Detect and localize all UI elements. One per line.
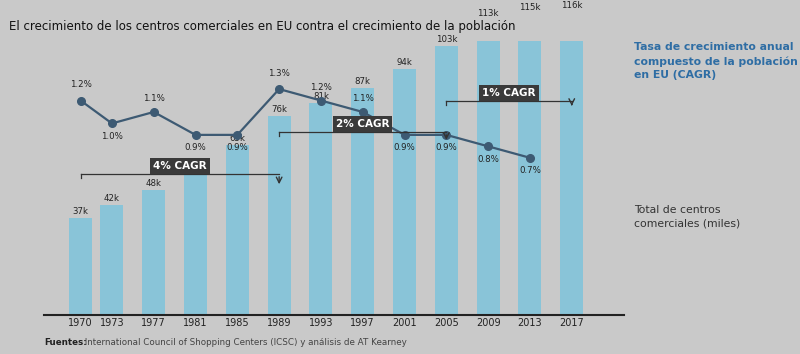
Text: International Council of Shopping Centers (ICSC) y análisis de AT Kearney: International Council of Shopping Center… xyxy=(82,338,407,347)
Bar xyxy=(477,20,500,315)
Bar xyxy=(560,12,583,315)
Text: 115k: 115k xyxy=(519,4,541,12)
Bar xyxy=(184,169,207,315)
Text: 116k: 116k xyxy=(561,1,582,10)
Text: 4% CAGR: 4% CAGR xyxy=(153,161,206,171)
Text: 94k: 94k xyxy=(397,58,413,67)
Bar xyxy=(435,46,458,315)
Bar xyxy=(69,218,92,315)
Text: 65k: 65k xyxy=(230,134,246,143)
Text: 1.1%: 1.1% xyxy=(142,95,165,103)
Text: 56k: 56k xyxy=(187,158,203,167)
Bar xyxy=(268,116,290,315)
Bar xyxy=(310,103,333,315)
Text: 0.8%: 0.8% xyxy=(478,155,499,164)
Text: 76k: 76k xyxy=(271,105,287,114)
Bar xyxy=(142,190,166,315)
Text: 1.1%: 1.1% xyxy=(352,95,374,103)
Text: 2% CAGR: 2% CAGR xyxy=(336,119,390,129)
Text: 113k: 113k xyxy=(478,9,499,18)
Text: 0.9%: 0.9% xyxy=(394,143,415,153)
Text: 42k: 42k xyxy=(104,194,120,203)
Text: 0.9%: 0.9% xyxy=(435,143,458,153)
Text: 0.9%: 0.9% xyxy=(226,143,248,153)
Text: 1.2%: 1.2% xyxy=(310,83,332,92)
Text: 1.0%: 1.0% xyxy=(101,132,123,141)
Text: 1% CAGR: 1% CAGR xyxy=(482,88,536,98)
Text: 103k: 103k xyxy=(435,35,457,44)
Text: 48k: 48k xyxy=(146,178,162,188)
Bar xyxy=(226,145,249,315)
Text: 81k: 81k xyxy=(313,92,329,101)
Bar xyxy=(393,69,416,315)
Text: 37k: 37k xyxy=(73,207,89,216)
Text: 1.2%: 1.2% xyxy=(70,80,91,89)
Text: 87k: 87k xyxy=(354,77,370,86)
Bar xyxy=(101,205,123,315)
Text: El crecimiento de los centros comerciales en EU contra el crecimiento de la pobl: El crecimiento de los centros comerciale… xyxy=(10,20,516,33)
Text: 0.7%: 0.7% xyxy=(519,166,541,175)
Bar xyxy=(518,15,542,315)
Bar xyxy=(351,88,374,315)
Text: Fuentes:: Fuentes: xyxy=(44,338,87,347)
Text: Tasa de crecimiento anual
compuesto de la población
en EU (CAGR): Tasa de crecimiento anual compuesto de l… xyxy=(634,42,798,80)
Text: 0.9%: 0.9% xyxy=(185,143,206,153)
Text: Total de centros
comerciales (miles): Total de centros comerciales (miles) xyxy=(634,205,741,229)
Text: 1.3%: 1.3% xyxy=(268,69,290,78)
